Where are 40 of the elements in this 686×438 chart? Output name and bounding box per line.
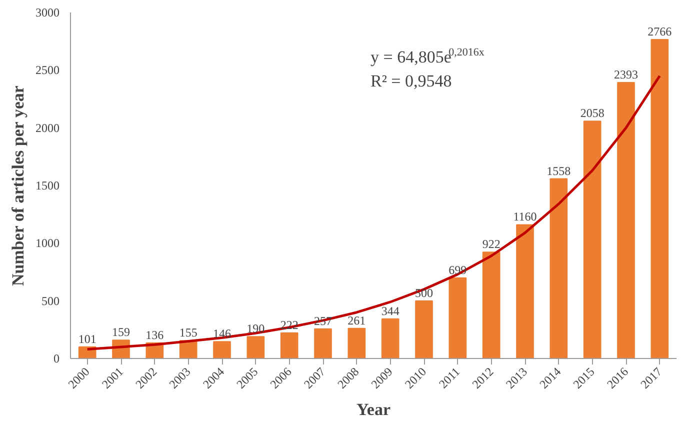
bar [650, 38, 669, 358]
bar [246, 336, 265, 358]
y-tick-label: 500 [42, 294, 60, 308]
data-label: 500 [415, 286, 433, 300]
data-label: 159 [112, 325, 130, 340]
y-tick-label: 0 [54, 352, 60, 366]
data-label: 2393 [614, 68, 638, 82]
data-label: 190 [246, 322, 265, 336]
data-label: 1160 [513, 210, 537, 224]
data-label: 261 [348, 313, 366, 328]
data-label: 155 [179, 326, 198, 340]
bar [213, 341, 231, 358]
data-label: 101 [78, 332, 96, 346]
bar [381, 318, 400, 358]
y-tick-label: 2500 [36, 63, 60, 78]
bar [617, 82, 635, 358]
bar [448, 277, 467, 358]
data-label: 136 [146, 328, 164, 342]
bar [583, 120, 602, 358]
bar [550, 178, 568, 358]
data-label: 344 [381, 304, 400, 318]
data-label: 2766 [648, 24, 672, 38]
y-axis-title: Number of articles per year [8, 85, 28, 286]
data-label: 699 [448, 262, 467, 277]
data-label: 922 [482, 237, 500, 252]
annotation: R² = 0,9548 [370, 72, 452, 90]
bar [348, 328, 366, 358]
y-tick-label: 1500 [36, 178, 60, 192]
bar [314, 328, 332, 358]
y-tick-label: 2000 [36, 120, 60, 135]
x-tick-label: 2011 [436, 364, 463, 392]
bar [415, 300, 433, 358]
bar [482, 252, 500, 358]
y-tick-label: 1000 [36, 236, 60, 250]
data-label: 2058 [580, 106, 604, 120]
y-tick-label: 3000 [36, 6, 60, 20]
data-label: 1558 [546, 164, 571, 178]
bar [280, 332, 298, 358]
x-axis-title: Year [356, 400, 391, 420]
bar [516, 224, 534, 358]
